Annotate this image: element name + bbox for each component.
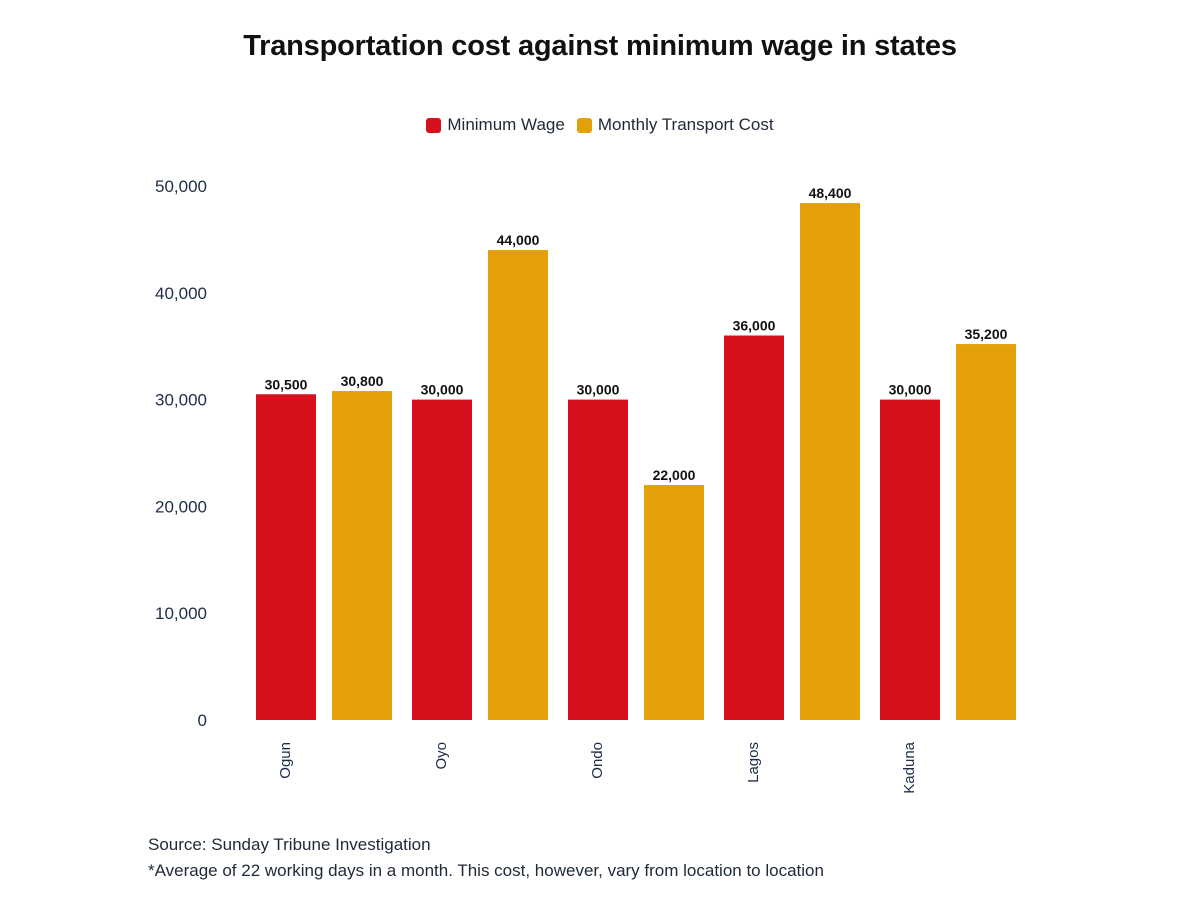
y-tick-label: 10,000 — [155, 604, 207, 623]
source-note: Source: Sunday Tribune Investigation — [148, 835, 431, 854]
bar-minimum-wage — [568, 399, 628, 720]
y-tick-label: 40,000 — [155, 284, 207, 303]
legend-label-minimum-wage: Minimum Wage — [447, 115, 565, 134]
data-label: 22,000 — [653, 467, 696, 483]
data-label: 35,200 — [965, 326, 1008, 342]
bar-monthly-transport-cost — [800, 203, 860, 720]
data-label: 48,400 — [809, 185, 852, 201]
bar-minimum-wage — [880, 399, 940, 720]
bar-monthly-transport-cost — [332, 391, 392, 720]
data-label: 36,000 — [733, 318, 776, 334]
data-label: 30,500 — [265, 376, 308, 392]
x-category-label: Ogun — [277, 742, 294, 779]
bar-monthly-transport-cost — [644, 485, 704, 720]
x-category-label: Ondo — [589, 742, 606, 779]
x-category-label: Kaduna — [901, 741, 918, 793]
data-label: 30,000 — [889, 382, 932, 398]
bar-chart: 0 10,000 20,000 30,000 40,000 50,000 30,500 30,… — [155, 177, 1016, 794]
chart-title: Transportation cost against minimum wage… — [243, 30, 957, 62]
data-label: 30,000 — [577, 382, 620, 398]
x-category-label: Lagos — [745, 742, 762, 783]
data-label: 44,000 — [497, 232, 540, 248]
legend-swatch-minimum-wage — [426, 117, 442, 133]
bar-minimum-wage — [412, 399, 472, 720]
y-tick-label: 30,000 — [155, 391, 207, 410]
data-label: 30,800 — [341, 373, 384, 389]
legend-label-monthly-transport-cost: Monthly Transport Cost — [597, 115, 774, 134]
bar-minimum-wage — [256, 394, 316, 720]
bar-minimum-wage — [724, 335, 784, 720]
footnote: *Average of 22 working days in a month. … — [148, 861, 824, 880]
y-tick-label: 20,000 — [155, 497, 207, 516]
bar-monthly-transport-cost — [488, 250, 548, 720]
legend-swatch-monthly-transport-cost — [576, 117, 592, 133]
y-tick-label: 50,000 — [155, 177, 207, 196]
y-tick-label: 0 — [198, 711, 207, 730]
chart-footer: Source: Sunday Tribune Investigation *Av… — [148, 832, 824, 884]
x-category-label: Oyo — [433, 742, 450, 770]
bar-monthly-transport-cost — [956, 344, 1016, 720]
data-label: 30,000 — [421, 382, 464, 398]
legend: Minimum Wage Monthly Transport Cost — [0, 115, 1200, 135]
legend-item-minimum-wage: Minimum Wage — [426, 115, 565, 135]
legend-item-monthly-transport-cost: Monthly Transport Cost — [576, 115, 774, 135]
